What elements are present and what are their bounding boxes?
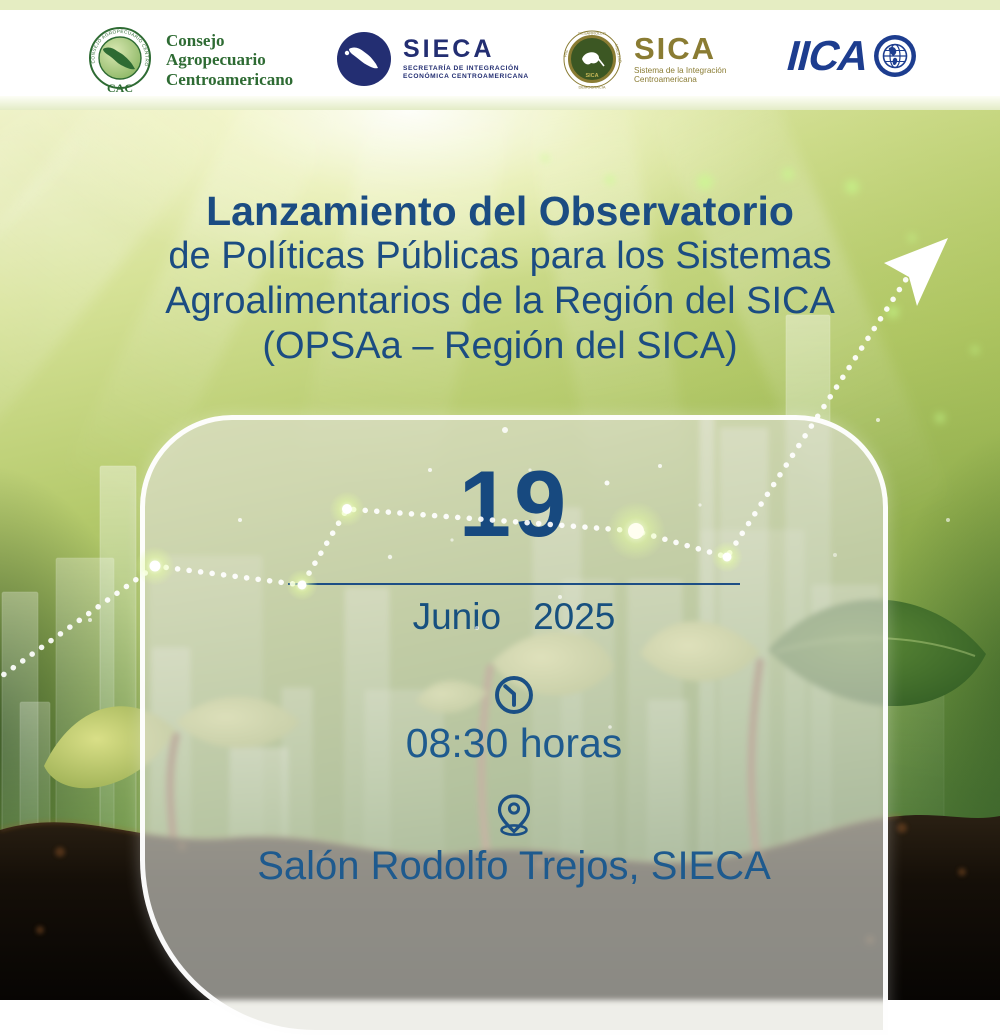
sica-ring-right: LIBERTAD: [614, 43, 622, 63]
cac-wordmark-line2: Agropecuario: [166, 50, 266, 70]
logo-header: CONSEJO AGROPECUARIO CENTROAMERICANO CAC…: [0, 0, 1000, 110]
title-line-2: de Políticas Públicas para los Sistemas: [168, 235, 832, 277]
cac-globe-icon: CONSEJO AGROPECUARIO CENTROAMERICANO CAC: [89, 27, 151, 95]
sieca-subline-1: SECRETARÍA DE INTEGRACIÓN: [403, 65, 520, 72]
event-time: 08:30 horas: [405, 720, 623, 766]
sica-inner-label: SICA: [585, 73, 598, 79]
header-strip-bottom: [0, 96, 1000, 110]
sica-wordmark: SICA: [634, 30, 717, 66]
event-year: 2025: [533, 596, 616, 637]
cac-wordmark-line3: Centroamericano: [166, 69, 294, 89]
sica-ring-bottom: DEMOCRACIA: [578, 85, 605, 90]
title-line-1: Lanzamiento del Observatorio: [206, 188, 794, 234]
sica-subline-1: Sistema de la Integración: [634, 65, 727, 75]
pin-icon-row: [145, 786, 883, 845]
event-month-year: Junio 2025: [145, 596, 883, 638]
cac-logo: CONSEJO AGROPECUARIO CENTROAMERICANO CAC…: [82, 22, 293, 98]
date-divider: [288, 583, 740, 585]
sieca-map-icon: [337, 32, 391, 86]
cac-wordmark-line1: Consejo: [166, 30, 225, 50]
event-day: 19: [458, 451, 570, 556]
clock-icon: [495, 676, 533, 714]
event-title: Lanzamiento del Observatorio de Política…: [0, 188, 1000, 369]
header-strip-top: [0, 0, 1000, 10]
iica-globe-icon: [874, 35, 916, 77]
sieca-wordmark: SIECA: [403, 35, 495, 63]
event-month: Junio: [412, 596, 502, 637]
iica-logo: IICA: [782, 32, 918, 79]
sica-emblem-icon: DESARROLLO DEMOCRACIA LIBERTAD PAZ SICA: [562, 30, 622, 90]
cac-wordmark: Consejo Agropecuario Centroamericano: [166, 31, 293, 90]
cac-acronym: CAC: [107, 81, 133, 95]
location-pin-icon: [497, 794, 531, 836]
sica-ring-top: DESARROLLO: [578, 31, 605, 36]
title-line-4: (OPSAa – Región del SICA): [262, 325, 738, 367]
sieca-logo: SIECA SECRETARÍA DE INTEGRACIÓN ECONÓMIC…: [335, 30, 529, 88]
sica-ring-left: PAZ: [562, 49, 569, 58]
sica-logo: DESARROLLO DEMOCRACIA LIBERTAD PAZ SICA …: [562, 29, 726, 89]
sica-subline-2: Centroamericana: [634, 75, 697, 84]
event-info-card: 19 Junio 2025 08:30 horas Salón Rodolfo T…: [140, 415, 888, 1035]
sieca-subline-2: ECONÓMICA CENTROAMERICANA: [403, 73, 529, 80]
clock-icon-row: [145, 672, 883, 723]
event-location: Salón Rodolfo Trejos, SIECA: [257, 844, 771, 888]
iica-wordmark: IICA: [782, 32, 874, 79]
title-line-3: Agroalimentarios de la Región del SICA: [165, 280, 835, 322]
